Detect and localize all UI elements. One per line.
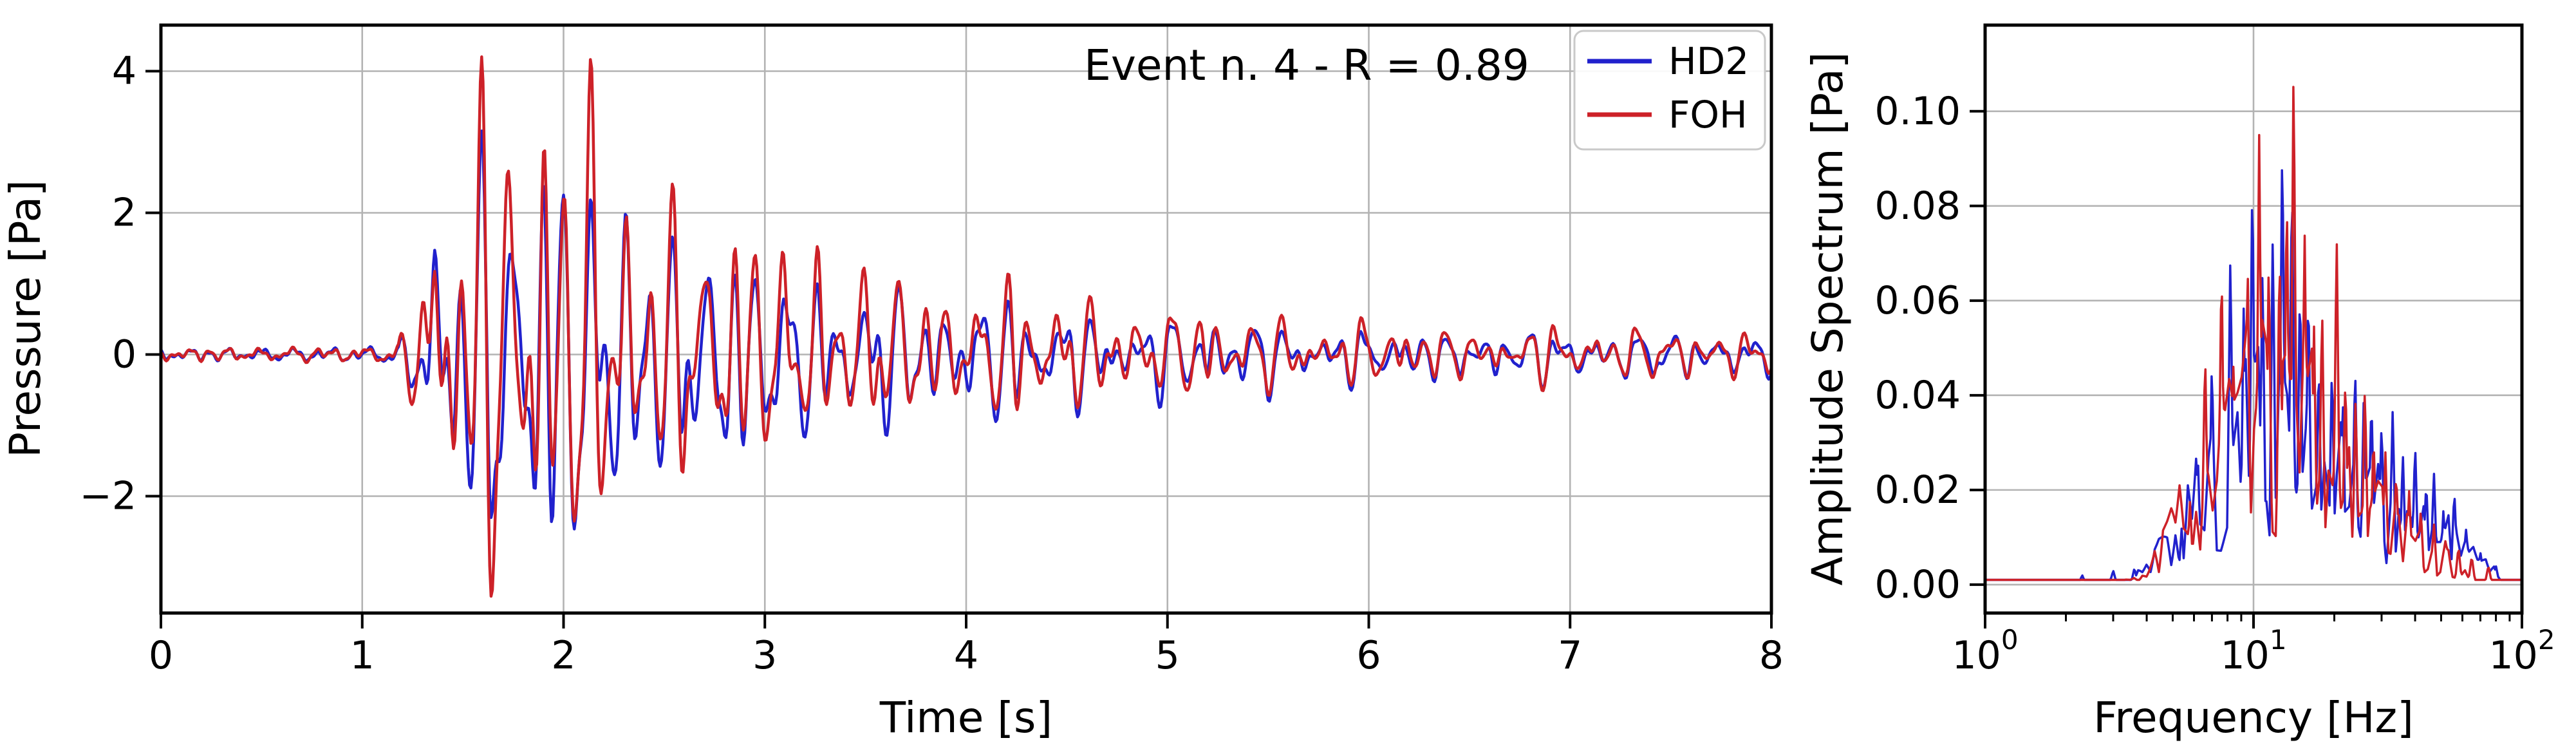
x-tick-label: 1 bbox=[350, 633, 375, 678]
time-series-data bbox=[159, 55, 1773, 598]
waveform-foh bbox=[159, 55, 1773, 598]
x-tick-label: 6 bbox=[1356, 633, 1381, 678]
time-axis-label: Time [s] bbox=[879, 693, 1052, 742]
y-tick-label: 0.10 bbox=[1874, 89, 1961, 134]
amplitude-axis-label: Amplitude Spectrum [Pa] bbox=[1803, 52, 1853, 586]
y-tick-label: −2 bbox=[80, 474, 136, 519]
spectrum-ticks: 100 101 102 0.00 0.02 0.04 0.06 0.08 0.10 bbox=[1874, 89, 2555, 678]
plot-title: Event n. 4 - R = 0.89 bbox=[1084, 41, 1529, 90]
x-tick-label: 100 bbox=[1952, 624, 2018, 678]
y-tick-label: 2 bbox=[112, 191, 136, 236]
y-tick-label: 0.04 bbox=[1874, 373, 1961, 418]
time-series-grid bbox=[160, 25, 1773, 613]
x-tick-label: 3 bbox=[752, 633, 777, 678]
y-tick-label: 0.00 bbox=[1874, 562, 1961, 607]
x-tick-label: 102 bbox=[2488, 624, 2555, 678]
spectrum-data bbox=[1984, 86, 2523, 581]
x-tick-label: 0 bbox=[149, 633, 173, 678]
legend-label-foh: FOH bbox=[1668, 93, 1748, 137]
legend-label-hd2: HD2 bbox=[1668, 39, 1749, 83]
y-tick-label: 0.06 bbox=[1874, 278, 1961, 323]
x-tick-label: 7 bbox=[1558, 633, 1582, 678]
spectrum-foh bbox=[1984, 86, 2523, 581]
frequency-axis-label: Frequency [Hz] bbox=[2093, 693, 2414, 742]
x-tick-label: 8 bbox=[1759, 633, 1784, 678]
pressure-axis-label: Pressure [Pa] bbox=[1, 180, 50, 458]
y-tick-label: 0 bbox=[112, 332, 136, 377]
x-tick-label: 4 bbox=[954, 633, 978, 678]
y-tick-label: 0.08 bbox=[1874, 184, 1961, 229]
x-tick-label: 101 bbox=[2220, 624, 2286, 678]
x-tick-label: 2 bbox=[551, 633, 575, 678]
waveform-hd2 bbox=[159, 129, 1773, 531]
y-tick-label: 0.02 bbox=[1874, 468, 1961, 513]
x-tick-label: 5 bbox=[1155, 633, 1180, 678]
y-tick-label: 4 bbox=[112, 49, 136, 94]
legend: HD2 FOH bbox=[1573, 30, 1766, 151]
time-series-ticks: 0 1 2 3 4 5 6 7 8 −2 0 2 4 bbox=[80, 49, 1784, 679]
